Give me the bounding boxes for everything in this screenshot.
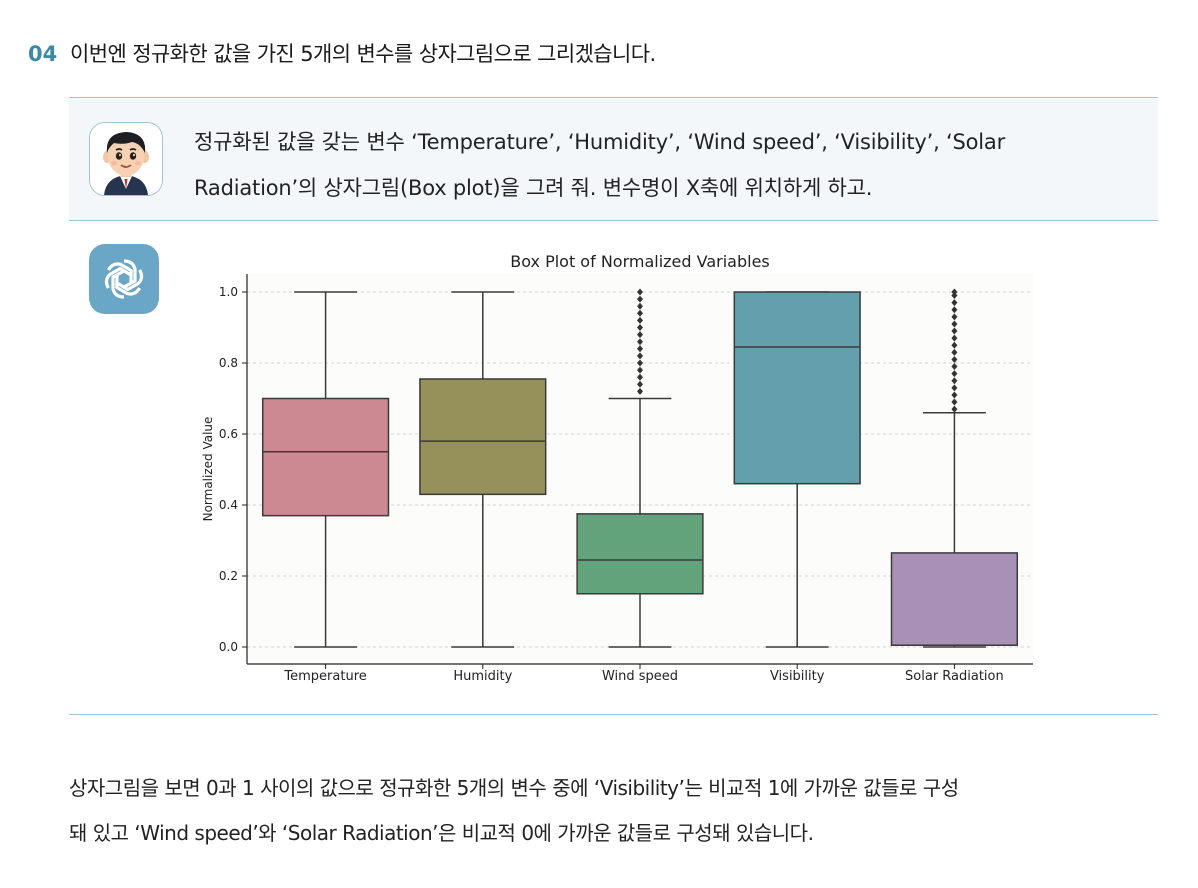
outlier-point [637, 345, 643, 353]
box-iqr [419, 378, 547, 496]
box-plot-chart: Box Plot of Normalized Variables Normali… [190, 244, 1050, 694]
summary-line-1: 상자그림을 보면 0과 1 사이의 값으로 정규화한 5개의 변수 중에 ‘Vi… [69, 776, 959, 800]
box-solar-radiation [890, 288, 1019, 648]
outlier-point [637, 288, 643, 296]
outlier-point [951, 363, 958, 371]
outlier-point [951, 313, 958, 321]
outlier-point [637, 373, 643, 381]
x-tick-label: Temperature [283, 669, 366, 684]
x-tick-label: Humidity [453, 669, 512, 684]
box-iqr [890, 552, 1019, 646]
outlier-point [951, 341, 958, 349]
outlier-point [951, 320, 958, 328]
x-tick-label: Wind speed [602, 669, 678, 684]
outlier-point [951, 288, 958, 296]
user-prompt-line-1: 정규화된 값을 갖는 변수 ‘Temperature’, ‘Humidity’,… [194, 130, 1006, 154]
outlier-point [637, 380, 643, 388]
y-tick-label: 0.6 [219, 427, 238, 441]
box-visibility [733, 291, 861, 648]
y-tick-label: 0.2 [219, 569, 238, 583]
user-prompt-box: 정규화된 값을 갖는 변수 ‘Temperature’, ‘Humidity’,… [69, 99, 1158, 220]
cartoon-boy-avatar-icon [89, 122, 163, 196]
top-divider [69, 97, 1158, 98]
outlier-point [637, 352, 643, 360]
outlier-point [637, 302, 643, 310]
prompt-divider [69, 220, 1158, 221]
outlier-point [637, 295, 643, 303]
outlier-point [637, 331, 643, 339]
y-tick-label: 0.4 [219, 498, 238, 512]
outlier-point [637, 338, 643, 346]
outlier-point [637, 366, 643, 374]
y-tick-label: 0.8 [219, 356, 238, 370]
box-plot-svg: Box Plot of Normalized Variables Normali… [201, 252, 1033, 684]
outlier-point [951, 299, 958, 307]
outlier-point [637, 387, 643, 395]
outlier-point [637, 359, 643, 367]
y-axis-label: Normalized Value [201, 417, 215, 522]
chatgpt-logo-icon [89, 244, 159, 314]
box-humidity [419, 291, 547, 648]
outlier-point [637, 324, 643, 331]
outlier-point [951, 355, 958, 363]
outlier-point [637, 316, 643, 324]
outlier-point [951, 306, 958, 314]
outlier-point [951, 384, 958, 392]
outlier-point [951, 327, 958, 335]
outlier-point [951, 405, 958, 413]
outlier-point [951, 398, 958, 406]
outlier-point [637, 309, 643, 317]
outlier-point [951, 391, 958, 399]
box-wind-speed [576, 288, 704, 648]
y-tick-label: 1.0 [219, 285, 238, 299]
y-tick-label: 0.0 [219, 640, 238, 654]
outlier-point [951, 334, 958, 342]
outlier-point [951, 377, 958, 385]
user-prompt-text: 정규화된 값을 갖는 변수 ‘Temperature’, ‘Humidity’,… [194, 119, 1149, 211]
step-text: 이번엔 정규화한 값을 가진 5개의 변수를 상자그림으로 그리겠습니다. [70, 42, 656, 66]
summary-text: 상자그림을 보면 0과 1 사이의 값으로 정규화한 5개의 변수 중에 ‘Vi… [69, 766, 1169, 856]
step-number: 04 [28, 42, 58, 66]
user-prompt-line-2: Radiation’의 상자그림(Box plot)을 그려 줘. 변수명이 X… [194, 176, 873, 200]
box-iqr [576, 513, 704, 595]
outlier-point [951, 348, 958, 356]
box-temperature [261, 291, 390, 648]
outlier-point [951, 370, 958, 378]
chart-title: Box Plot of Normalized Variables [510, 252, 770, 271]
x-tick-label: Visibility [770, 669, 825, 684]
outlier-point [951, 292, 958, 300]
box-iqr [733, 291, 861, 485]
bottom-divider [69, 714, 1158, 715]
box-iqr [261, 397, 390, 517]
summary-line-2: 돼 있고 ‘Wind speed’와 ‘Solar Radiation’은 비교… [69, 821, 814, 845]
x-tick-label: Solar Radiation [905, 669, 1004, 684]
step-heading: 04 이번엔 정규화한 값을 가진 5개의 변수를 상자그림으로 그리겠습니다. [28, 38, 656, 68]
